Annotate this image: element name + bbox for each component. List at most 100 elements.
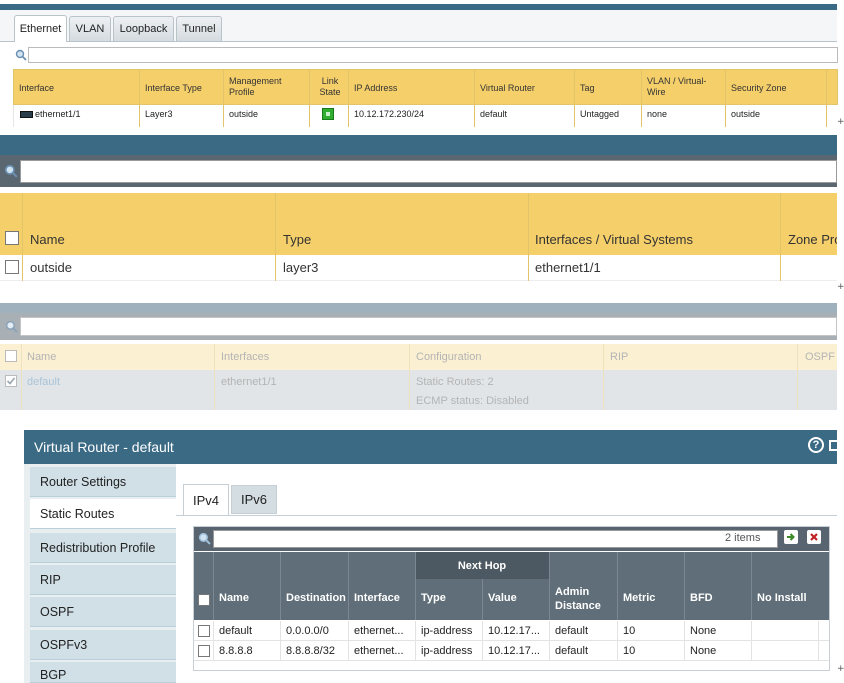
route-row-checkbox[interactable] bbox=[198, 625, 210, 637]
routers-table-header bbox=[0, 344, 837, 370]
dialog-title: Virtual Router - default bbox=[34, 439, 174, 455]
sidebar-item-rip[interactable]: RIP bbox=[30, 565, 176, 595]
sidebar-item-router-settings[interactable]: Router Settings bbox=[30, 467, 176, 497]
dialog-title-bar bbox=[24, 430, 837, 464]
tab-tunnel[interactable]: Tunnel bbox=[176, 16, 222, 41]
col-admin-distance[interactable]: Admin Distance bbox=[555, 586, 601, 612]
tab-ethernet[interactable]: Ethernet bbox=[14, 15, 67, 42]
sidebar-item-redistribution-profile[interactable]: Redistribution Profile bbox=[30, 533, 176, 563]
col-destination[interactable]: Destination bbox=[286, 592, 346, 604]
ethernet-port-icon bbox=[20, 111, 33, 118]
cell-admin-distance: default bbox=[555, 645, 589, 657]
zone-row-checkbox[interactable] bbox=[5, 260, 19, 274]
cell-bfd: None bbox=[690, 645, 717, 657]
col-ip-address[interactable]: IP Address bbox=[354, 83, 398, 93]
tab-underline bbox=[176, 515, 837, 516]
col-nexthop-type[interactable]: Type bbox=[421, 592, 446, 604]
col-tag[interactable]: Tag bbox=[580, 83, 595, 93]
help-icon[interactable]: ? bbox=[808, 437, 824, 453]
resize-handle-icon: + bbox=[837, 117, 844, 127]
col-route-interface[interactable]: Interface bbox=[354, 592, 400, 604]
cell-security-zone: outside bbox=[731, 109, 761, 119]
interfaces-table-header bbox=[13, 69, 838, 105]
link-up-icon bbox=[322, 108, 334, 120]
routers-search-input[interactable] bbox=[20, 317, 837, 336]
cell-admin-distance: default bbox=[555, 625, 589, 637]
apply-filter-icon[interactable] bbox=[784, 530, 798, 544]
col-rip[interactable]: RIP bbox=[610, 351, 629, 363]
cell-metric: 10 bbox=[623, 625, 636, 637]
col-router-name[interactable]: Name bbox=[27, 351, 57, 363]
cell-nexthop-type: ip-address bbox=[421, 625, 473, 637]
next-hop-group-header bbox=[415, 552, 549, 579]
cell-zone-interfaces: ethernet1/1 bbox=[535, 260, 601, 275]
cell-route-name: default bbox=[219, 625, 253, 637]
cell-route-interface: ethernet... bbox=[354, 645, 404, 657]
interfaces-top-bar bbox=[0, 4, 837, 10]
sidebar-item-bgp[interactable]: BGP bbox=[30, 662, 176, 683]
table-row[interactable] bbox=[194, 621, 829, 641]
zone-name-link[interactable]: outside bbox=[30, 260, 72, 275]
col-metric[interactable]: Metric bbox=[623, 592, 656, 604]
col-nexthop-value[interactable]: Value bbox=[488, 592, 517, 604]
zones-table-row bbox=[0, 255, 837, 281]
tab-vlan[interactable]: VLAN bbox=[69, 16, 111, 41]
col-no-install[interactable]: No Install bbox=[757, 592, 807, 604]
router-row-checkbox[interactable] bbox=[5, 375, 17, 387]
col-name[interactable]: Name bbox=[30, 232, 65, 247]
cell-router-interfaces: ethernet1/1 bbox=[221, 376, 277, 388]
zones-top-bar bbox=[0, 135, 837, 155]
cell-zone-type: layer3 bbox=[283, 260, 319, 275]
cell-virtual-router: default bbox=[480, 109, 508, 119]
col-security-zone[interactable]: Security Zone bbox=[731, 83, 787, 93]
col-interfaces-virtual-systems[interactable]: Interfaces / Virtual Systems bbox=[535, 232, 693, 247]
cell-mgmt-profile: outside bbox=[229, 109, 259, 119]
col-management-profile[interactable]: Management Profile bbox=[229, 76, 282, 97]
col-interface-type[interactable]: Interface Type bbox=[145, 83, 202, 93]
col-interface[interactable]: Interface bbox=[19, 83, 55, 93]
tab-ipv6[interactable]: IPv6 bbox=[231, 485, 277, 514]
routers-select-all-checkbox[interactable] bbox=[5, 350, 17, 362]
col-vlan-virtual-wire[interactable]: VLAN / Virtual-Wire bbox=[647, 76, 707, 97]
search-icon bbox=[196, 530, 212, 546]
sidebar-item-ospf[interactable]: OSPF bbox=[30, 597, 176, 627]
tab-ipv4[interactable]: IPv4 bbox=[183, 484, 229, 516]
cell-route-name: 8.8.8.8 bbox=[219, 645, 253, 657]
col-type[interactable]: Type bbox=[283, 232, 312, 247]
interfaces-table-row bbox=[13, 105, 838, 127]
table-row[interactable] bbox=[194, 641, 829, 661]
routes-search-input[interactable] bbox=[213, 530, 778, 548]
zones-table-header bbox=[0, 193, 837, 255]
col-route-name[interactable]: Name bbox=[219, 592, 249, 604]
col-configuration[interactable]: Configuration bbox=[416, 351, 482, 363]
interface-link[interactable]: ethernet1/1 bbox=[35, 109, 81, 119]
clear-filter-icon[interactable] bbox=[807, 530, 821, 544]
maximize-icon[interactable] bbox=[829, 440, 837, 451]
col-ospf[interactable]: OSPF bbox=[805, 351, 835, 363]
search-icon bbox=[3, 318, 19, 334]
sidebar-item-ospfv3[interactable]: OSPFv3 bbox=[30, 630, 176, 660]
route-row-checkbox[interactable] bbox=[198, 645, 210, 657]
zones-search-input[interactable] bbox=[20, 160, 837, 183]
router-name-link[interactable]: default bbox=[27, 376, 61, 388]
cell-tag: Untagged bbox=[580, 109, 620, 119]
col-link-state[interactable]: Link State bbox=[319, 76, 341, 97]
cell-destination: 8.8.8.8/32 bbox=[286, 645, 335, 657]
zones-select-all-checkbox[interactable] bbox=[5, 231, 19, 245]
col-router-interfaces[interactable]: Interfaces bbox=[221, 351, 270, 363]
routers-top-bar bbox=[0, 303, 837, 313]
sidebar-item-static-routes[interactable]: Static Routes bbox=[30, 499, 176, 529]
items-count: 2 items bbox=[725, 532, 761, 544]
interfaces-search-input[interactable] bbox=[28, 47, 838, 63]
cell-vlan: none bbox=[647, 109, 668, 119]
col-virtual-router[interactable]: Virtual Router bbox=[480, 83, 535, 93]
cell-destination: 0.0.0.0/0 bbox=[286, 625, 329, 637]
cell-static-routes: Static Routes: 2 bbox=[416, 376, 494, 388]
col-next-hop: Next Hop bbox=[457, 559, 507, 572]
col-zone-protection[interactable]: Zone Pro bbox=[788, 232, 837, 247]
routes-select-all-checkbox[interactable] bbox=[198, 594, 210, 606]
col-bfd[interactable]: BFD bbox=[690, 592, 713, 604]
cell-ip-address: 10.12.172.230/24 bbox=[354, 109, 425, 119]
routers-table-row bbox=[0, 370, 837, 410]
tab-loopback[interactable]: Loopback bbox=[113, 16, 174, 41]
